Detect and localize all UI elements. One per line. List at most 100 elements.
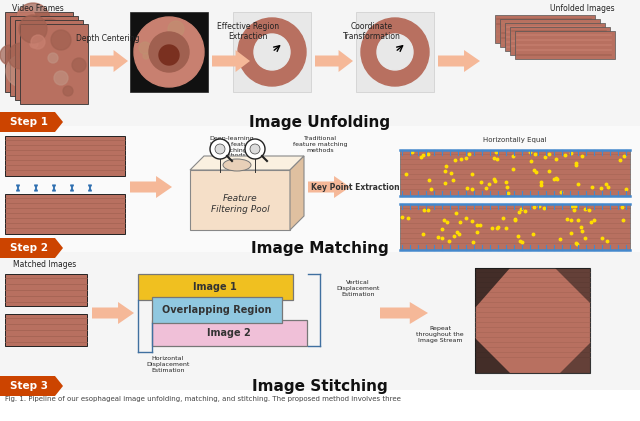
Text: Overlapping Region: Overlapping Region (163, 305, 272, 315)
Circle shape (361, 18, 429, 86)
Circle shape (31, 35, 45, 49)
Polygon shape (0, 112, 640, 132)
Bar (400, 150, 630, 196)
Circle shape (30, 40, 38, 48)
Circle shape (238, 18, 306, 86)
Text: Traditional
feature matching
methods: Traditional feature matching methods (292, 136, 348, 152)
Bar (400, 204, 630, 250)
Text: Unfolded Images: Unfolded Images (550, 4, 614, 13)
Polygon shape (560, 343, 590, 373)
Text: Image 1: Image 1 (193, 282, 237, 292)
Circle shape (174, 57, 180, 63)
Circle shape (54, 30, 62, 38)
Circle shape (37, 44, 65, 72)
Text: Key Point Extraction: Key Point Extraction (310, 182, 399, 192)
Text: Matched Images: Matched Images (13, 260, 77, 269)
Text: Step 3: Step 3 (10, 381, 47, 391)
Circle shape (48, 53, 58, 63)
Circle shape (250, 144, 260, 154)
Circle shape (17, 73, 37, 93)
Bar (500, 19, 600, 47)
Circle shape (55, 42, 65, 52)
Bar (10, 16, 78, 96)
Circle shape (30, 36, 54, 60)
Bar (505, 23, 605, 51)
Bar (475, 268, 590, 373)
Text: Coordinate
Transformation: Coordinate Transformation (343, 22, 401, 41)
Text: Image 2: Image 2 (207, 328, 251, 338)
Circle shape (149, 32, 189, 72)
Bar (356, 12, 434, 92)
Circle shape (23, 24, 37, 38)
Circle shape (159, 45, 179, 65)
Circle shape (47, 46, 81, 80)
Circle shape (0, 45, 20, 65)
Polygon shape (130, 176, 172, 198)
Polygon shape (92, 302, 134, 324)
Text: Horizontally Equal: Horizontally Equal (483, 137, 547, 143)
Polygon shape (290, 156, 304, 230)
Text: Horizontal
Displacement
Estimation: Horizontal Displacement Estimation (147, 356, 189, 373)
Bar (510, 27, 610, 55)
Circle shape (210, 139, 230, 159)
Circle shape (377, 34, 413, 70)
Circle shape (30, 26, 64, 60)
Polygon shape (0, 238, 63, 258)
Text: Image Stitching: Image Stitching (252, 378, 388, 394)
Circle shape (69, 31, 79, 41)
Bar (190, 170, 290, 230)
Polygon shape (308, 176, 350, 198)
Circle shape (143, 53, 149, 59)
Circle shape (254, 34, 290, 70)
Circle shape (22, 48, 32, 58)
Circle shape (19, 15, 47, 43)
Bar (152, 320, 307, 346)
Circle shape (17, 8, 35, 26)
Circle shape (20, 17, 40, 37)
Text: Effective Region
Extraction: Effective Region Extraction (217, 22, 279, 41)
Text: Deep-learning
based feature
matching
methods: Deep-learning based feature matching met… (210, 136, 254, 158)
Bar (15, 20, 83, 100)
Polygon shape (0, 112, 63, 132)
Polygon shape (475, 338, 510, 373)
Circle shape (245, 139, 265, 159)
Text: Video Frames: Video Frames (12, 4, 64, 13)
Circle shape (36, 54, 44, 62)
Text: Image Matching: Image Matching (251, 240, 389, 256)
Circle shape (51, 30, 71, 50)
Polygon shape (315, 50, 353, 72)
Bar (0, 390, 640, 421)
Circle shape (16, 3, 50, 37)
Circle shape (20, 42, 46, 68)
Circle shape (32, 19, 66, 53)
Polygon shape (475, 268, 510, 308)
Polygon shape (190, 156, 304, 170)
Bar (5, 194, 125, 234)
Circle shape (54, 71, 68, 85)
Circle shape (168, 21, 184, 37)
Bar (0, 126, 640, 252)
Bar (5, 314, 87, 346)
Polygon shape (0, 238, 640, 258)
Bar (5, 12, 73, 92)
Polygon shape (555, 268, 590, 303)
Polygon shape (0, 376, 640, 396)
Circle shape (173, 37, 185, 49)
Circle shape (167, 41, 181, 55)
Polygon shape (438, 50, 480, 72)
Text: Vertical
Displacement
Estimation: Vertical Displacement Estimation (336, 280, 380, 297)
Circle shape (47, 57, 73, 83)
Circle shape (43, 60, 61, 78)
Circle shape (24, 28, 36, 40)
Bar (5, 274, 87, 306)
Polygon shape (0, 376, 63, 396)
Bar (5, 136, 125, 176)
Circle shape (72, 58, 86, 72)
Circle shape (215, 144, 225, 154)
Text: Repeat
throughout the
Image Stream: Repeat throughout the Image Stream (416, 326, 464, 343)
Circle shape (8, 43, 34, 69)
Circle shape (41, 54, 75, 88)
Bar (138, 274, 293, 300)
Bar (130, 12, 208, 92)
Circle shape (139, 42, 151, 54)
